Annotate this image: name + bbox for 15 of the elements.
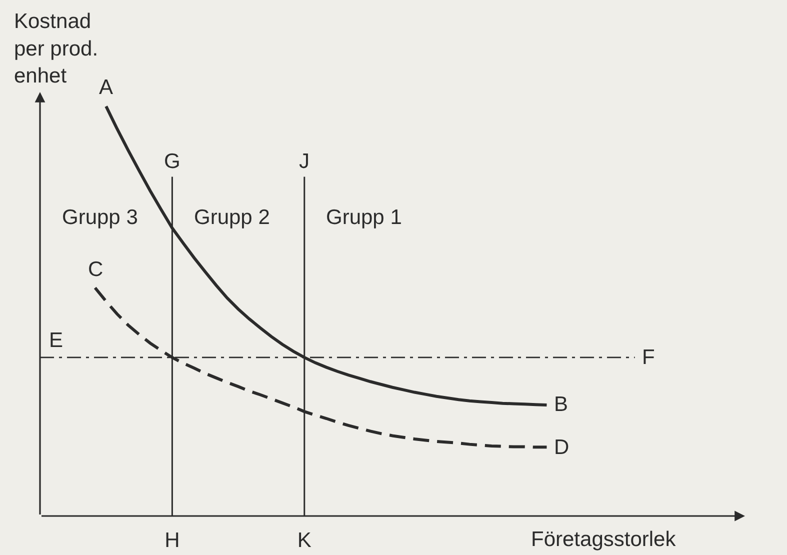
annotation: Grupp 1 <box>326 206 402 229</box>
annotation: C <box>88 258 104 281</box>
annotation: Grupp 3 <box>62 206 138 229</box>
x-axis-title: Företagsstorlek <box>531 528 676 551</box>
x-tick-label: H <box>164 529 180 552</box>
y-axis-title: Kostnad per prod. enhet <box>14 10 98 88</box>
annotation: B <box>554 393 568 416</box>
annotation: F <box>642 346 655 369</box>
ref-line-label: J <box>299 150 310 173</box>
x-tick-label: K <box>297 529 312 552</box>
annotation: A <box>99 76 114 99</box>
annotation: Grupp 2 <box>194 206 270 229</box>
ref-line-label: G <box>164 150 180 173</box>
annotation: E <box>49 329 64 352</box>
annotation: D <box>554 436 570 459</box>
